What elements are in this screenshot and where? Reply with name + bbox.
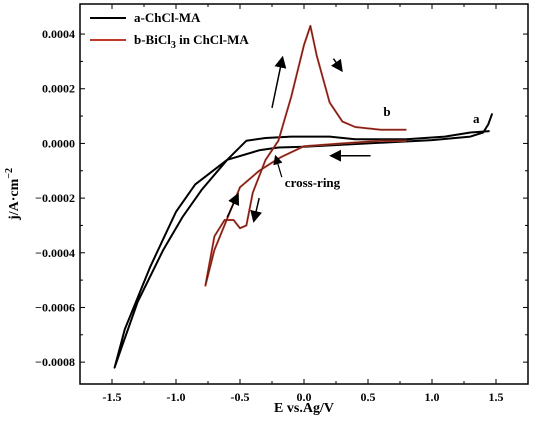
series-line-b-inner <box>205 24 407 286</box>
annotation-cross-ring: cross-ring <box>285 175 341 190</box>
x-tick-label: -1.0 <box>167 390 186 404</box>
series-line-b <box>204 24 407 287</box>
y-tick-label: 0.0004 <box>42 27 75 41</box>
x-tick-label: -0.5 <box>231 390 250 404</box>
legend-label-b-post: in ChCl-MA <box>176 32 250 47</box>
y-tick-label: −0.0006 <box>35 300 75 314</box>
direction-arrow <box>331 58 343 73</box>
y-axis-title-main: j/A·cm <box>7 178 22 221</box>
x-tick-label: 1.5 <box>489 390 504 404</box>
legend-label-b-pre: b-BiCl <box>134 32 171 47</box>
annotation-arrow <box>273 154 283 178</box>
direction-arrow <box>271 55 287 109</box>
y-axis-title-sup: −2 <box>4 168 15 179</box>
legend-label-a: a-ChCl-MA <box>134 10 201 25</box>
series-line-a <box>113 113 494 369</box>
legend: a-ChCl-MA b-BiCl3 in ChCl-MA <box>90 10 249 51</box>
x-tick-label: 1.0 <box>425 390 440 404</box>
x-tick-label: 0.0 <box>297 390 312 404</box>
y-axis-title: j/A·cm−2 <box>4 168 22 221</box>
x-axis-title: E vs.Ag/V <box>274 401 334 416</box>
y-tick-label: −0.0002 <box>35 191 75 205</box>
y-tick-label: 0.0000 <box>42 136 75 150</box>
y-tick-label: −0.0004 <box>35 246 75 260</box>
y-tick-label: −0.0008 <box>35 355 75 369</box>
x-tick-label: 0.5 <box>361 390 376 404</box>
direction-arrow <box>250 197 262 223</box>
axes: -1.5 -1.0 -0.5 0.0 0.5 1.0 1.5 0.0004 0.0002 0.00… <box>4 3 529 416</box>
direction-arrow <box>226 192 240 218</box>
legend-label-b-sub: 3 <box>171 40 176 51</box>
y-tick-label: 0.0002 <box>42 82 75 96</box>
curve-label-b: b <box>383 104 390 119</box>
legend-label-b: b-BiCl3 in ChCl-MA <box>134 32 249 51</box>
x-tick-label: -1.5 <box>103 390 122 404</box>
plot-frame <box>79 3 529 385</box>
curve-label-a: a <box>473 111 480 126</box>
